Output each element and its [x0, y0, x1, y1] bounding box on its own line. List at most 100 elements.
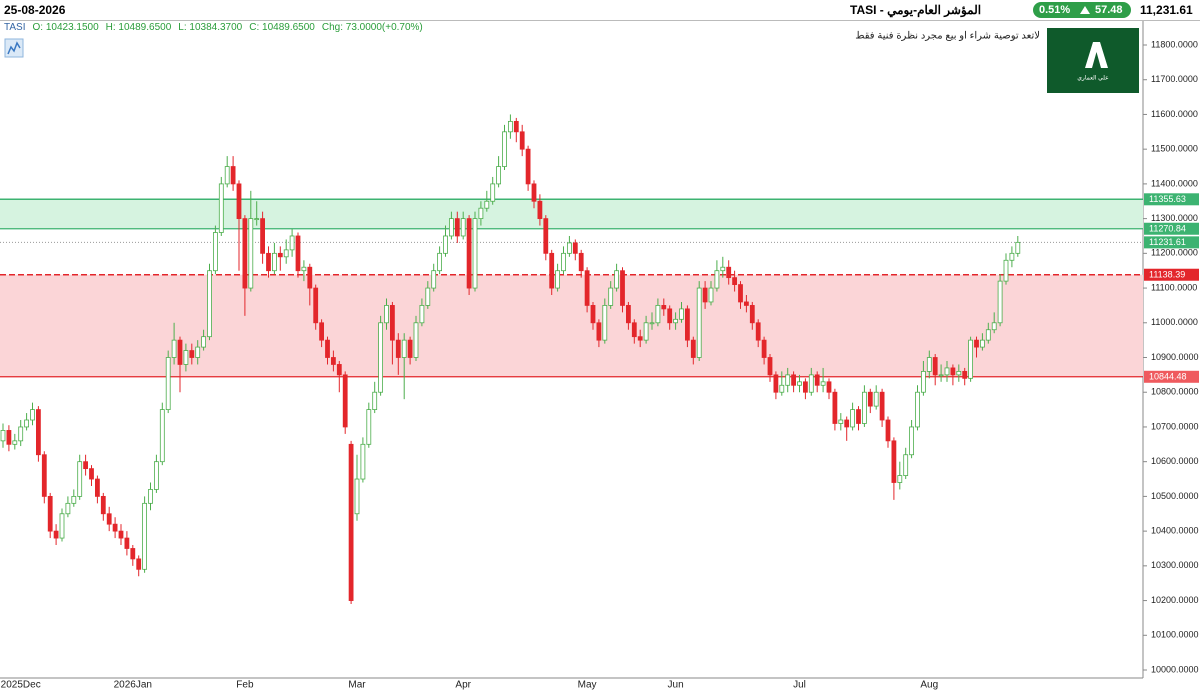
y-tick-label: 10500.0000	[1151, 491, 1199, 501]
price-tag-label: 11138.39	[1149, 270, 1185, 280]
candle-body	[254, 218, 260, 221]
candle-body	[389, 305, 395, 341]
candle-body	[549, 252, 555, 289]
candle-body	[655, 305, 661, 324]
candle-body	[248, 218, 254, 289]
candle-body	[437, 252, 443, 272]
candle-body	[112, 523, 118, 532]
candle-body	[572, 242, 578, 254]
candle-body	[218, 183, 224, 233]
candle-body	[850, 409, 855, 428]
candle-body	[555, 270, 560, 289]
candle-body	[295, 235, 301, 272]
x-tick-label: Apr	[455, 680, 471, 690]
candle-body	[12, 440, 18, 445]
candle-body	[384, 305, 389, 324]
candle-body	[24, 419, 30, 428]
candle-body	[165, 357, 171, 410]
candle-body	[738, 284, 743, 303]
candle-body	[230, 166, 236, 185]
candle-body	[348, 443, 354, 601]
y-tick-label: 11500.0000	[1151, 144, 1198, 154]
candle-body	[366, 409, 372, 445]
candle-body	[690, 339, 696, 358]
candle-body	[879, 391, 885, 421]
candle-body	[71, 495, 77, 504]
candle-body	[472, 218, 478, 289]
candle-body	[950, 367, 956, 376]
y-tick-label: 11800.0000	[1151, 39, 1198, 49]
candle-body	[903, 454, 909, 476]
y-tick-label: 11400.0000	[1151, 178, 1198, 188]
y-tick-label: 10800.0000	[1151, 387, 1199, 397]
candle-body	[696, 287, 702, 358]
candle-body	[342, 374, 348, 428]
candle-body	[271, 252, 277, 272]
candle-body	[803, 381, 808, 393]
candle-body	[484, 200, 490, 209]
y-tick-label: 10900.0000	[1151, 352, 1199, 362]
candle-body	[767, 357, 773, 376]
candle-body	[1009, 252, 1015, 261]
candle-body	[496, 166, 502, 185]
y-tick-label: 11000.0000	[1151, 317, 1198, 327]
candle-body	[531, 183, 537, 202]
candle-body	[744, 301, 749, 306]
candle-body	[171, 339, 177, 358]
candle-body	[608, 287, 614, 306]
candle-body	[77, 461, 83, 497]
candle-body	[584, 270, 590, 306]
x-tick-label: Jul	[793, 680, 806, 690]
candle-body	[201, 336, 207, 348]
candle-body	[1003, 259, 1009, 282]
legend-symbol: TASI	[4, 22, 26, 33]
candle-body	[266, 252, 271, 272]
candle-body	[159, 409, 165, 463]
candle-body	[873, 391, 879, 407]
candle-body	[649, 322, 655, 325]
candle-body	[136, 558, 142, 570]
price-tag	[1144, 222, 1199, 235]
candle-body	[6, 430, 12, 445]
candle-body	[236, 183, 242, 220]
candle-body	[637, 336, 643, 341]
candle-body	[944, 367, 950, 376]
candle-body	[443, 235, 448, 254]
candle-body	[47, 495, 53, 532]
candle-body	[100, 495, 106, 515]
y-tick-label: 10300.0000	[1151, 560, 1199, 570]
candle-body	[507, 120, 513, 133]
price-tag	[1144, 370, 1199, 383]
candle-body	[921, 370, 926, 393]
candle-body	[590, 305, 596, 324]
candle-body	[797, 381, 802, 386]
candle-body	[974, 339, 979, 348]
candle-body	[926, 357, 932, 372]
candle-body	[360, 443, 366, 480]
candle-body	[460, 218, 466, 237]
candle-body	[814, 374, 820, 386]
candle-body	[18, 426, 24, 442]
y-tick-label: 11200.0000	[1151, 248, 1198, 258]
candle-body	[685, 308, 690, 341]
candle-body	[502, 131, 507, 167]
candle-body	[283, 249, 289, 258]
candle-body	[142, 502, 148, 570]
candle-body	[791, 374, 796, 386]
candle-body	[118, 530, 124, 539]
change-pill: 0.51% 57.48	[1033, 2, 1131, 18]
candle-body	[561, 252, 566, 272]
candle-body	[407, 339, 413, 358]
symbol-title: المؤشر العام-يومي - TASI	[850, 3, 982, 17]
candle-body	[395, 339, 401, 358]
candle-body	[543, 218, 549, 254]
candle-body	[177, 339, 183, 365]
candle-body	[779, 384, 785, 393]
price-tag-label: 10844.48	[1149, 372, 1187, 382]
candle-body	[224, 166, 230, 185]
candle-body	[148, 489, 153, 504]
candle-body	[431, 270, 437, 289]
price-tag	[1144, 268, 1199, 281]
price-tag-label: 11231.61	[1149, 237, 1186, 247]
